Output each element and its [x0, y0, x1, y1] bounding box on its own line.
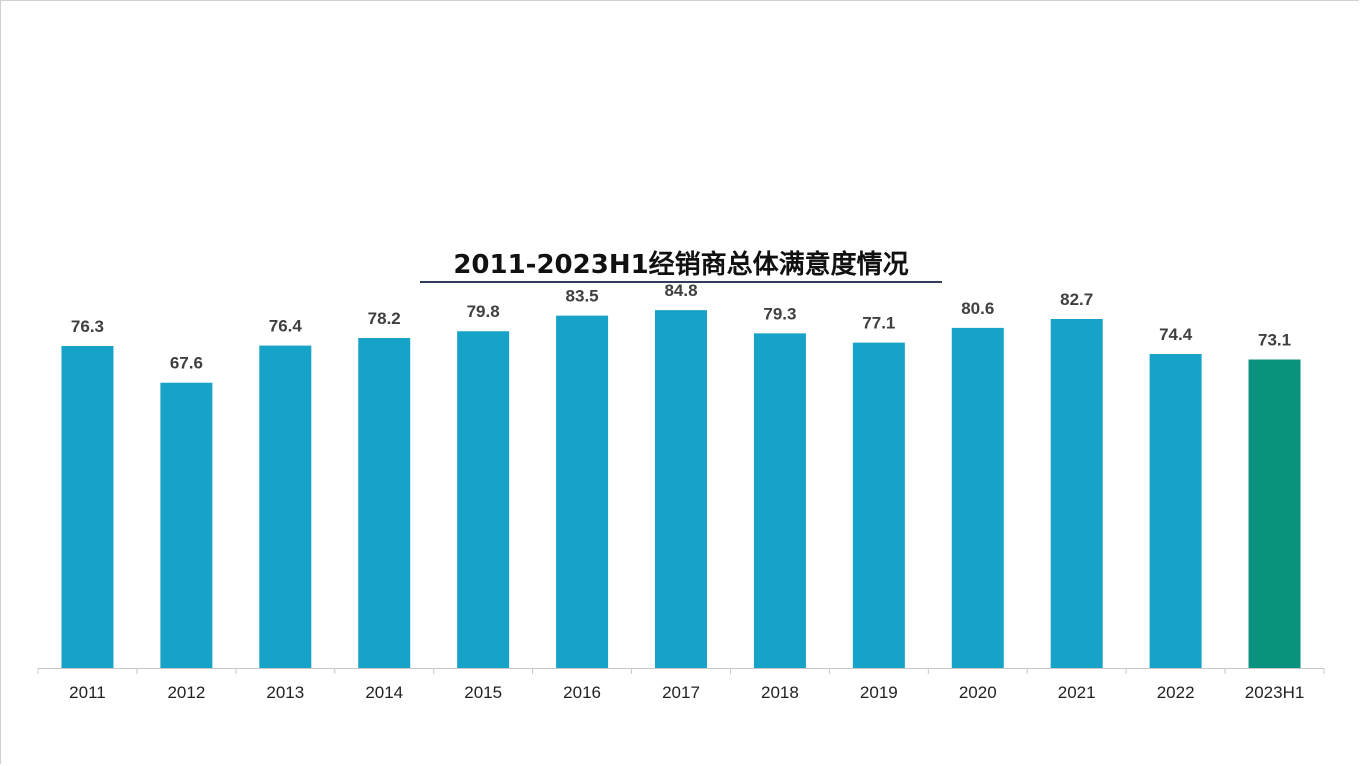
x-tick-label-2020: 2020 [959, 683, 997, 702]
data-label-2019: 77.1 [862, 314, 895, 333]
bar-2018 [753, 333, 806, 668]
bar-2011 [61, 346, 114, 668]
bar-2015 [457, 331, 510, 668]
data-label-2016: 83.5 [566, 287, 599, 306]
data-label-2015: 79.8 [467, 302, 500, 321]
bar-2022 [1149, 354, 1202, 668]
data-label-2023H1: 73.1 [1258, 331, 1291, 350]
data-label-2014: 78.2 [368, 309, 401, 328]
data-label-2011: 76.3 [71, 317, 104, 336]
x-tick-label-2019: 2019 [860, 683, 898, 702]
bar-2019 [852, 342, 905, 668]
x-tick-label-2015: 2015 [464, 683, 502, 702]
chart-title: 2011-2023H1经销商总体满意度情况 [453, 250, 909, 280]
bar-2017 [655, 310, 707, 668]
title-underline [420, 281, 942, 283]
data-label-2018: 79.3 [763, 304, 796, 323]
data-label-2021: 82.7 [1060, 290, 1093, 309]
bar-2012 [160, 382, 213, 668]
x-tick-label-2018: 2018 [761, 683, 799, 702]
data-label-2022: 74.4 [1159, 325, 1193, 344]
x-tick-label-2011: 2011 [69, 683, 106, 702]
bar-2013 [259, 345, 312, 668]
x-tick-label-2017: 2017 [662, 683, 700, 702]
x-tick-label-2023H1: 2023H1 [1245, 683, 1305, 702]
bar-2020 [951, 327, 1004, 668]
x-tick-label-2016: 2016 [563, 683, 601, 702]
x-tick-label-2012: 2012 [167, 683, 205, 702]
x-tick-label-2022: 2022 [1157, 683, 1195, 702]
data-label-2012: 67.6 [170, 354, 203, 373]
x-tick-label-2013: 2013 [266, 683, 304, 702]
data-label-2013: 76.4 [269, 317, 303, 336]
x-tick-label-2021: 2021 [1058, 683, 1096, 702]
bar-2016 [556, 315, 609, 668]
data-label-2017: 84.8 [664, 281, 697, 300]
bar-2021 [1050, 319, 1103, 668]
data-label-2020: 80.6 [961, 299, 994, 318]
x-tick-label-2014: 2014 [365, 683, 403, 702]
bar-2023H1 [1248, 359, 1301, 668]
bar-2014 [358, 338, 411, 668]
